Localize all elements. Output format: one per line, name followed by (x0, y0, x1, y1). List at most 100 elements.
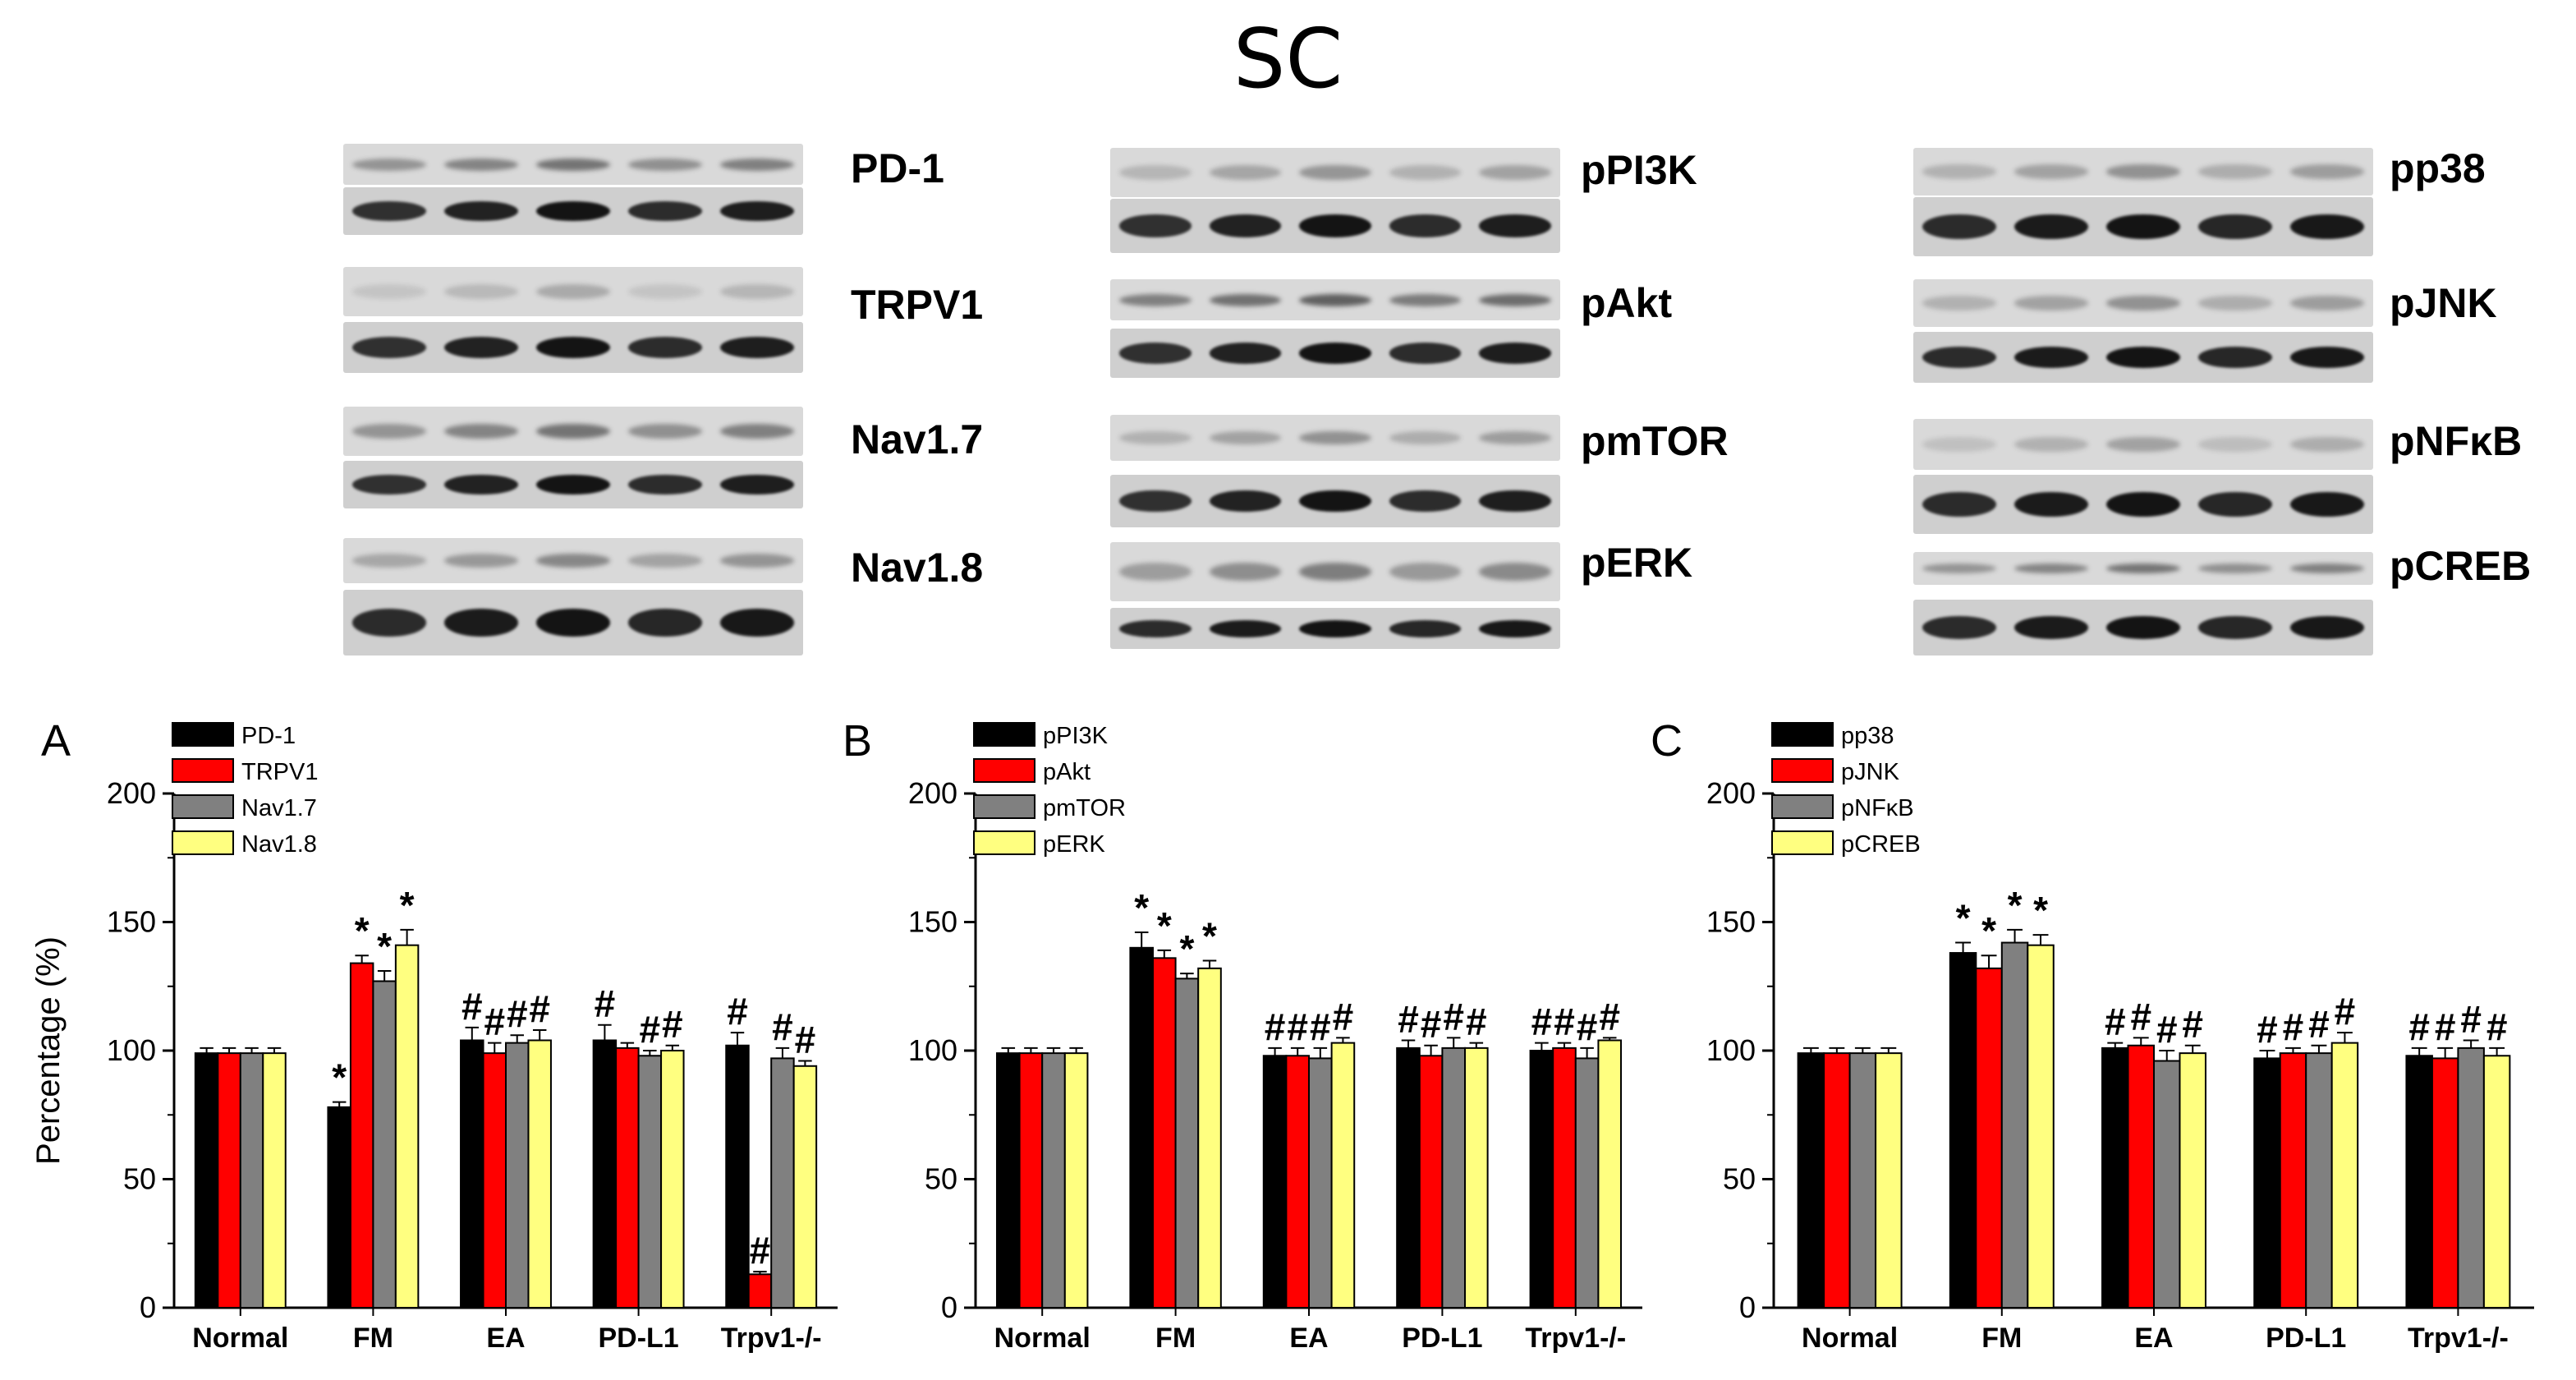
blot-band (1299, 490, 1371, 513)
blot-band (1389, 214, 1462, 237)
significance-mark: # (772, 1005, 793, 1048)
blot-band (1922, 615, 1996, 640)
blot-strip (343, 538, 803, 583)
blot-label: PD-1 (851, 145, 944, 191)
blot-band (352, 158, 426, 171)
blot-band (444, 554, 518, 568)
significance-mark: # (640, 1008, 661, 1051)
bar (217, 1052, 241, 1309)
blot-band (2198, 564, 2272, 573)
bar (592, 1039, 618, 1309)
blot-band (1209, 490, 1282, 513)
legend-label: TRPV1 (241, 759, 318, 785)
significance-mark: # (662, 1003, 683, 1046)
y-tick-label: 150 (107, 905, 156, 939)
blot-band (720, 609, 794, 637)
y-tick-label: 100 (107, 1033, 156, 1067)
legend-swatch (172, 830, 234, 855)
x-category-label: FM (1155, 1322, 1196, 1354)
blot-band (1922, 346, 1996, 368)
blot-band (2290, 214, 2364, 240)
y-tick-label: 0 (140, 1290, 156, 1324)
blot-band (1209, 343, 1282, 364)
blot-band (352, 284, 426, 299)
blot-band (628, 336, 702, 358)
blot-band (720, 474, 794, 495)
blot-band (1479, 563, 1552, 581)
bar (349, 962, 374, 1309)
blot-band (536, 424, 610, 439)
blot-band (1209, 619, 1282, 637)
y-tick-label: 50 (123, 1162, 156, 1196)
blot-band (2290, 346, 2364, 368)
significance-mark: # (1287, 1005, 1308, 1048)
blot-band (2014, 296, 2088, 310)
y-tick-label: 0 (941, 1290, 957, 1324)
bar (615, 1046, 640, 1309)
significance-mark: # (2105, 1000, 2126, 1043)
bar (2330, 1042, 2359, 1309)
y-tick-label: 100 (1706, 1033, 1756, 1067)
blot-label: pNFκB (2390, 418, 2523, 464)
blot-band (2290, 564, 2364, 573)
blot-band (720, 200, 794, 222)
x-category-label: FM (1981, 1322, 2022, 1354)
significance-mark: # (1443, 995, 1464, 1037)
legend-label: Nav1.8 (241, 831, 317, 858)
blot-band (1389, 490, 1462, 513)
significance-mark: # (529, 987, 550, 1030)
blot-band (2014, 346, 2088, 368)
significance-mark: # (2283, 1005, 2304, 1048)
blot-band (2198, 615, 2272, 640)
blot-band (2198, 346, 2272, 368)
blot-band (1389, 293, 1462, 306)
bar (194, 1052, 219, 1309)
legend-swatch (172, 722, 234, 747)
legend-swatch (1771, 794, 1834, 819)
bar (1018, 1052, 1044, 1309)
blot-band (536, 336, 610, 358)
blot-band (1479, 430, 1552, 445)
y-tick-label: 200 (107, 776, 156, 810)
bar (1041, 1052, 1066, 1309)
blot-strip (1913, 419, 2373, 470)
significance-mark: * (1202, 914, 1217, 957)
blot-band (1299, 214, 1371, 237)
x-category-label: Normal (1802, 1322, 1898, 1354)
significance-mark: * (1179, 927, 1194, 970)
blot-band (536, 474, 610, 495)
significance-mark: # (507, 992, 528, 1035)
legend-label: pERK (1043, 831, 1105, 858)
bar (2027, 944, 2055, 1309)
significance-mark: * (2033, 889, 2048, 932)
blot-strip (343, 267, 803, 316)
blot-band (2106, 346, 2180, 368)
blot-strip (1913, 148, 2373, 196)
significance-mark: # (2408, 1005, 2430, 1048)
blot-band (1118, 214, 1192, 237)
blot-label: TRPV1 (851, 282, 984, 328)
blot-band (1209, 430, 1282, 445)
legend-label: pPI3K (1043, 723, 1109, 749)
bar (327, 1106, 351, 1309)
significance-mark: * (377, 925, 392, 968)
legend-label: PD-1 (241, 723, 296, 749)
y-tick-label: 50 (925, 1162, 957, 1196)
bar (770, 1057, 795, 1309)
blot-band (1479, 619, 1552, 637)
blot-band (720, 158, 794, 171)
significance-mark: # (1554, 1000, 1575, 1043)
bar (660, 1050, 685, 1309)
bar (747, 1273, 773, 1309)
blot-band (1389, 165, 1462, 180)
significance-mark: # (1577, 1005, 1598, 1048)
bar (394, 944, 420, 1309)
blot-band (1922, 564, 1996, 573)
blot-label: pPI3K (1581, 147, 1697, 193)
bar (1151, 957, 1177, 1309)
bar (1063, 1052, 1089, 1309)
legend-swatch (1771, 758, 1834, 783)
